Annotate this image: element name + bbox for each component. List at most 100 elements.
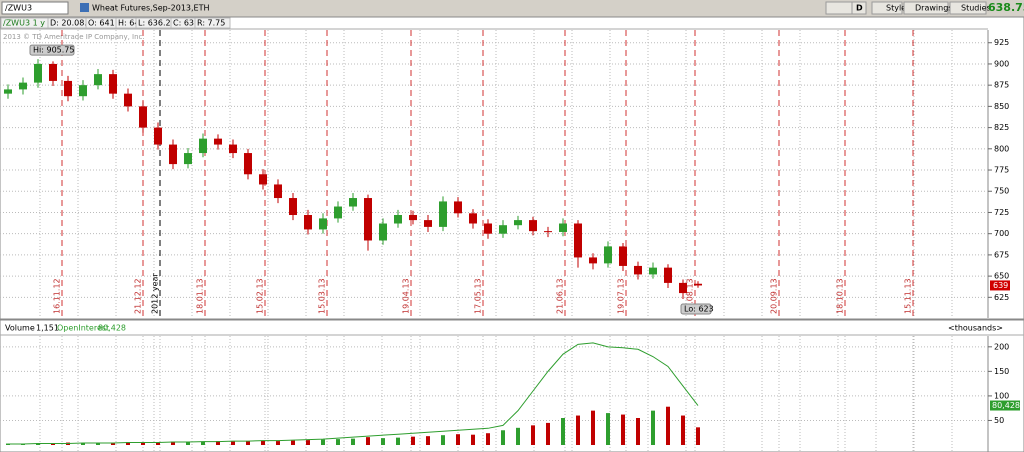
candle-body xyxy=(274,184,282,199)
volume-panel xyxy=(0,319,1024,452)
candle-body xyxy=(589,257,597,264)
candle-body xyxy=(544,231,552,233)
volume-bar xyxy=(186,442,190,445)
volume-bar xyxy=(81,443,85,445)
volume-bar xyxy=(306,440,310,445)
hi-label: Hi: 905.75 xyxy=(33,46,74,55)
style-label: Style xyxy=(886,4,906,13)
header-text: H: 644 xyxy=(118,19,145,28)
lo-label: Lo: 623 xyxy=(684,305,714,314)
symbol-box[interactable] xyxy=(1,1,69,15)
candle-body xyxy=(364,198,372,241)
y-tick-label: 625 xyxy=(994,293,1009,302)
volume-bar xyxy=(171,441,175,445)
candle-body xyxy=(319,218,327,230)
y-tick-label: 675 xyxy=(994,250,1009,259)
volume-bar xyxy=(111,442,115,445)
y-tick-label: 875 xyxy=(994,81,1009,90)
volume-bar xyxy=(531,425,535,445)
price-panel xyxy=(0,16,1024,320)
volume-bar xyxy=(231,441,235,445)
volume-bar xyxy=(291,440,295,445)
header-text: L: 636.25 xyxy=(138,19,176,28)
y-tick-label: 825 xyxy=(994,123,1009,132)
date-label: 16.08.13 xyxy=(686,278,695,314)
candle-body xyxy=(424,220,432,227)
candle-body xyxy=(214,138,222,145)
volume-bar xyxy=(636,418,640,445)
volume-bar xyxy=(246,441,250,445)
header-cell xyxy=(194,17,231,29)
volume-bar xyxy=(276,441,280,445)
y-tick-label: 700 xyxy=(994,229,1009,238)
volume-bar xyxy=(666,406,670,445)
volume-bar xyxy=(96,442,100,445)
date-label: 21.12.12 xyxy=(134,278,143,314)
lo-box xyxy=(680,303,712,315)
volume-bar xyxy=(576,415,580,445)
header-text: R: 7.75 xyxy=(197,19,225,28)
y-tick-label: 100 xyxy=(994,391,1009,400)
candle-body xyxy=(19,82,27,90)
candle-body xyxy=(664,267,672,283)
candle-body xyxy=(634,265,642,275)
last-box xyxy=(990,280,1010,291)
volume-bar xyxy=(516,427,520,445)
candle-body xyxy=(694,283,702,286)
candle-body xyxy=(64,80,72,97)
unit-label: <thousands> xyxy=(948,324,1003,333)
oi-line xyxy=(8,342,699,445)
volume-bar xyxy=(426,436,430,445)
y-tick-label: 900 xyxy=(994,59,1009,68)
candle-body xyxy=(184,153,192,165)
d-button[interactable] xyxy=(851,1,867,15)
description: Wheat Futures,Sep-2013,ETH xyxy=(92,4,210,13)
y-tick-label: 850 xyxy=(994,102,1009,111)
date-label: 21.06.13 xyxy=(556,278,565,314)
header-text: /ZWU3 1 y 0 xyxy=(3,19,53,28)
candle-body xyxy=(49,63,57,81)
volume-bar xyxy=(471,434,475,445)
volume-bar xyxy=(201,441,205,445)
last-label: 639 xyxy=(993,281,1008,290)
candle-body xyxy=(394,215,402,224)
volume-bar xyxy=(411,436,415,445)
studies-button[interactable] xyxy=(949,1,987,15)
y-tick-label: 150 xyxy=(994,367,1009,376)
drawings-button[interactable] xyxy=(903,1,949,15)
icon xyxy=(80,3,89,12)
candle-body xyxy=(4,89,12,94)
oi-name: OpenInterest xyxy=(57,324,109,333)
date-label: 15.03.13 xyxy=(318,278,327,314)
symbol: /ZWU3 xyxy=(5,4,32,13)
style-button[interactable] xyxy=(871,1,903,15)
oi-box xyxy=(990,400,1020,411)
volume-bar xyxy=(561,418,565,445)
vol-name: Volume xyxy=(5,324,35,333)
header-text: D: 20.08.13 xyxy=(50,19,97,28)
candle-body xyxy=(529,220,537,232)
y-tick-label: 750 xyxy=(994,187,1009,196)
y-tick-label: 200 xyxy=(994,342,1009,351)
volume-bar xyxy=(456,434,460,445)
date-label: 18.10.13 xyxy=(836,278,845,314)
volume-bar xyxy=(381,438,385,445)
date-label: 16.11.12 xyxy=(53,278,62,314)
candle-body xyxy=(484,223,492,234)
candle-body xyxy=(154,127,162,145)
header-text: O: 641 xyxy=(88,19,115,28)
candle-body xyxy=(679,282,687,294)
volume-bar xyxy=(591,410,595,445)
candle-body xyxy=(454,201,462,214)
volume-bar xyxy=(336,439,340,445)
volume-bar xyxy=(261,440,265,445)
volume-bar xyxy=(651,410,655,445)
volume-bar xyxy=(141,442,145,445)
candle-body xyxy=(439,201,447,227)
date-label: 15.11.13 xyxy=(904,278,913,314)
candle-body xyxy=(289,198,297,216)
candle-body xyxy=(409,215,417,221)
volume-bar xyxy=(501,430,505,445)
volume-bar xyxy=(621,414,625,445)
